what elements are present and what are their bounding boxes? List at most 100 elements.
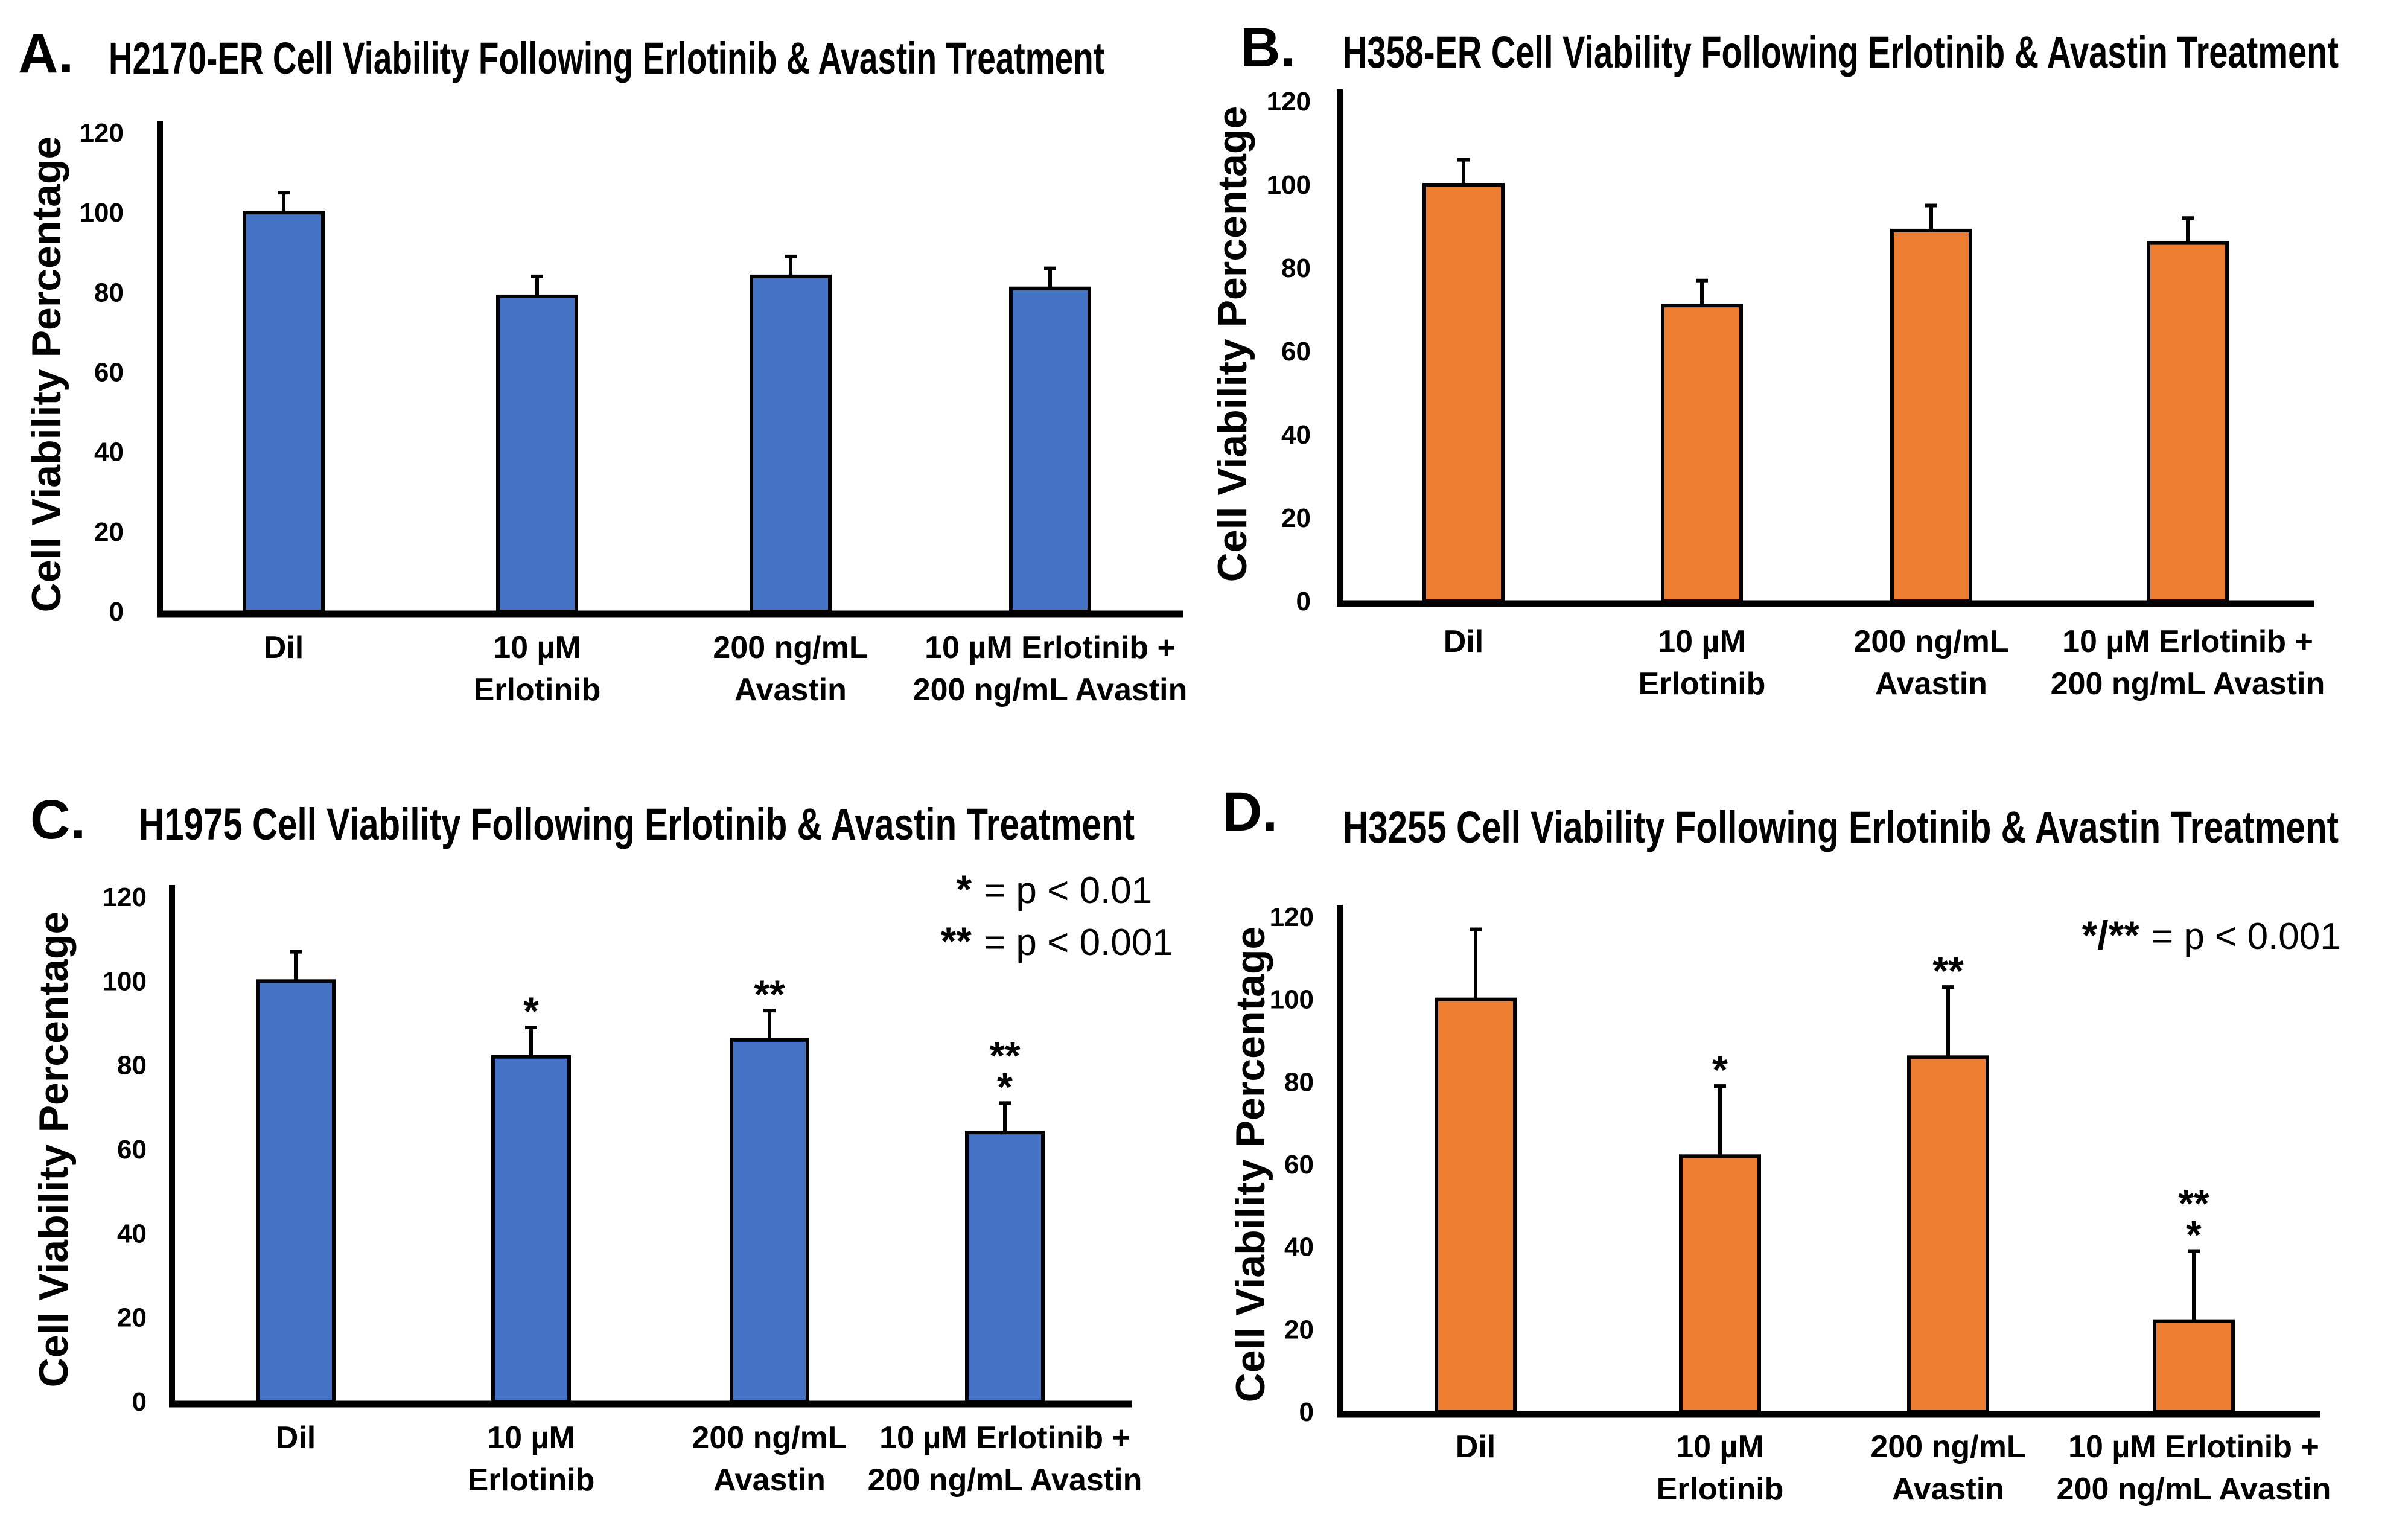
significance-marker: * xyxy=(997,1064,1013,1109)
y-tick-label: 80 xyxy=(117,1051,147,1081)
y-tick-label: 20 xyxy=(117,1303,147,1333)
y-tick-label: 20 xyxy=(1284,1315,1314,1344)
panel-letter: C. xyxy=(30,789,86,851)
x-tick-label: 200 ng/mL Avastin xyxy=(868,1463,1142,1498)
chart-svg: B. H358-ER Cell Viability Following Erlot… xyxy=(1209,17,2339,701)
x-tick-label: Erlotinib xyxy=(468,1463,595,1498)
x-tick-label: 10 µM xyxy=(493,630,581,665)
x-tick-label: Dil xyxy=(276,1420,316,1455)
y-tick-label: 0 xyxy=(132,1387,147,1417)
x-tick-label: 10 µM xyxy=(1658,624,1746,659)
x-tick-label: Avastin xyxy=(734,672,847,707)
bar xyxy=(1661,304,1743,603)
chart-title: H1975 Cell Viability Following Erlotinib… xyxy=(139,799,1135,849)
y-tick-label: 0 xyxy=(109,597,124,627)
bar xyxy=(2153,1319,2235,1414)
x-tick-label: 10 µM xyxy=(1676,1429,1764,1464)
panel-letter: D. xyxy=(1222,781,1278,843)
x-tick-label: 10 µM Erlotinib + xyxy=(925,630,1176,665)
y-tick-label: 80 xyxy=(94,278,124,307)
panel-letter: B. xyxy=(1240,17,1296,78)
y-axis-label: Cell Viability Percentage xyxy=(1209,106,1255,583)
x-tick-label: 200 ng/mL xyxy=(1870,1429,2025,1464)
legend-text: = p < 0.001 xyxy=(984,922,1173,963)
y-tick-label: 40 xyxy=(1281,420,1311,450)
y-tick-label: 60 xyxy=(1281,337,1311,366)
bar xyxy=(496,294,578,614)
legend-symbol: * xyxy=(956,867,972,911)
x-tick-label: Dil xyxy=(1456,1429,1495,1464)
x-tick-label: Avastin xyxy=(1875,666,1987,701)
y-tick-label: 0 xyxy=(1299,1397,1314,1427)
legend-text: = p < 0.01 xyxy=(984,870,1152,911)
panel-letter: A. xyxy=(18,23,74,85)
significance-marker: * xyxy=(523,989,539,1033)
chart-svg: C. H1975 Cell Viability Following Erlotin… xyxy=(30,789,1173,1498)
bar xyxy=(965,1131,1045,1404)
x-tick-label: 200 ng/mL Avastin xyxy=(2051,666,2325,701)
y-tick-label: 100 xyxy=(1270,985,1314,1015)
x-tick-label: 10 µM Erlotinib + xyxy=(2068,1429,2319,1464)
chart-panel-b: B. H358-ER Cell Viability Following Erlot… xyxy=(1204,0,2408,763)
chart-panel-a: A. H2170-ER Cell Viability Following Erlo… xyxy=(0,0,1204,763)
y-tick-label: 60 xyxy=(117,1135,147,1164)
bar xyxy=(243,211,325,613)
y-tick-label: 60 xyxy=(94,358,124,388)
chart-svg: D. H3255 Cell Viability Following Erlotin… xyxy=(1222,781,2341,1507)
x-tick-label: Avastin xyxy=(1892,1472,2004,1507)
y-tick-label: 60 xyxy=(1284,1150,1314,1180)
x-tick-label: 200 ng/mL Avastin xyxy=(2057,1472,2331,1507)
significance-marker: * xyxy=(2186,1213,2202,1257)
bar xyxy=(1422,183,1505,603)
y-tick-label: 20 xyxy=(94,517,124,547)
legend-text: = p < 0.001 xyxy=(2152,916,2341,957)
bar xyxy=(1009,286,1091,614)
bar xyxy=(256,979,336,1404)
y-tick-label: 100 xyxy=(80,198,124,228)
x-tick-label: Erlotinib xyxy=(1639,666,1766,701)
bar xyxy=(2147,241,2229,604)
y-tick-label: 100 xyxy=(103,966,147,996)
bar xyxy=(1907,1055,1989,1414)
y-tick-label: 120 xyxy=(1270,902,1314,932)
y-tick-label: 40 xyxy=(94,438,124,467)
bar xyxy=(1679,1154,1761,1414)
bar xyxy=(1435,997,1517,1414)
bar xyxy=(730,1038,809,1404)
x-tick-label: Dil xyxy=(264,630,304,665)
x-tick-label: 200 ng/mL Avastin xyxy=(913,672,1188,707)
y-tick-label: 20 xyxy=(1281,503,1311,533)
y-tick-label: 0 xyxy=(1296,587,1311,616)
y-tick-label: 80 xyxy=(1281,254,1311,283)
legend-symbol: */** xyxy=(2082,913,2140,957)
bar xyxy=(750,274,832,613)
y-tick-label: 80 xyxy=(1284,1067,1314,1097)
x-tick-label: Avastin xyxy=(713,1463,826,1498)
chart-svg: A. H2170-ER Cell Viability Following Erlo… xyxy=(18,23,1188,707)
bar xyxy=(491,1055,571,1403)
x-tick-label: 200 ng/mL xyxy=(1853,624,2008,659)
chart-panel-c: C. H1975 Cell Viability Following Erlotin… xyxy=(0,763,1204,1526)
y-axis-label: Cell Viability Percentage xyxy=(1228,927,1273,1403)
chart-title: H3255 Cell Viability Following Erlotinib… xyxy=(1343,802,2339,852)
x-tick-label: 200 ng/mL xyxy=(713,630,868,665)
significance-marker: ** xyxy=(754,972,785,1017)
x-tick-label: 10 µM xyxy=(487,1420,575,1455)
y-axis-label: Cell Viability Percentage xyxy=(24,136,69,613)
x-tick-label: 10 µM Erlotinib + xyxy=(2062,624,2313,659)
bar xyxy=(1890,228,1972,603)
y-tick-label: 120 xyxy=(1267,87,1311,117)
y-axis-label: Cell Viability Percentage xyxy=(31,911,77,1388)
y-tick-label: 100 xyxy=(1267,170,1311,200)
y-tick-label: 120 xyxy=(80,118,124,148)
y-tick-label: 120 xyxy=(103,883,147,912)
significance-marker: ** xyxy=(1932,948,1964,993)
x-tick-label: Dil xyxy=(1444,624,1483,659)
x-tick-label: 10 µM Erlotinib + xyxy=(879,1420,1130,1455)
x-tick-label: 200 ng/mL xyxy=(692,1420,847,1455)
chart-panel-d: D. H3255 Cell Viability Following Erlotin… xyxy=(1204,763,2408,1526)
x-tick-label: Erlotinib xyxy=(474,672,601,707)
chart-title: H2170-ER Cell Viability Following Erloti… xyxy=(109,33,1104,83)
significance-marker: ** xyxy=(2178,1181,2209,1226)
legend-symbol: ** xyxy=(941,919,972,963)
